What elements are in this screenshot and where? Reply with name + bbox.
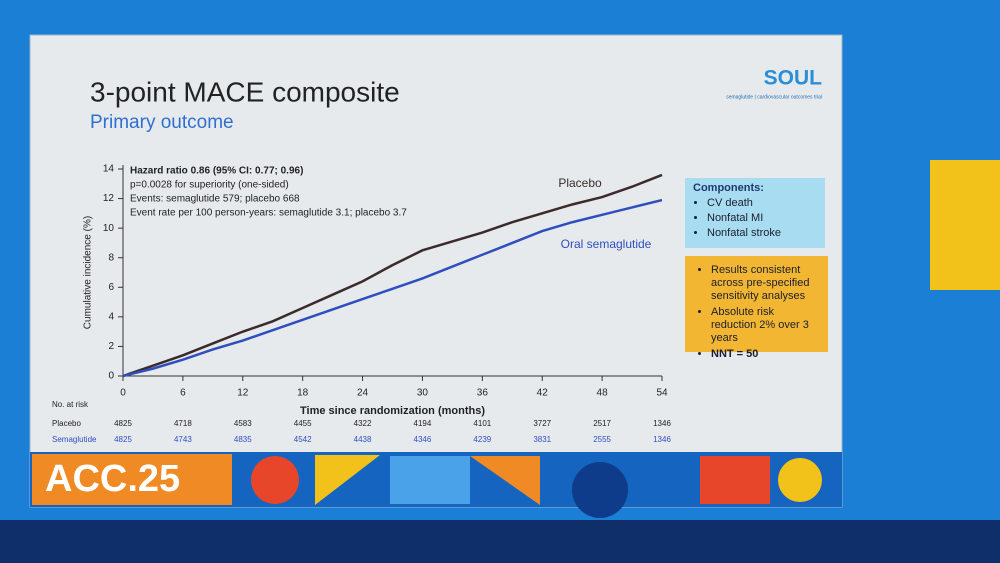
- banner-text: ACC.25: [45, 458, 180, 500]
- at-risk-value: 3727: [533, 419, 551, 428]
- decor: [700, 456, 770, 504]
- x-tick-label: 48: [597, 388, 609, 399]
- component-item: CV death: [707, 197, 817, 209]
- x-tick-label: 24: [357, 388, 369, 399]
- at-risk-value: 4825: [114, 419, 132, 428]
- y-tick-label: 14: [103, 164, 115, 175]
- at-risk-value: 4825: [114, 435, 132, 444]
- at-risk-row-label: Semaglutide: [52, 435, 97, 444]
- at-risk-value: 4194: [414, 419, 432, 428]
- y-tick-label: 8: [108, 252, 114, 263]
- at-risk-title: No. at risk: [52, 400, 89, 409]
- x-axis-title: Time since randomization (months): [300, 405, 485, 417]
- component-item: Nonfatal MI: [707, 212, 817, 224]
- decor: [572, 462, 628, 518]
- y-tick-label: 2: [108, 341, 114, 352]
- slide-subtitle: Primary outcome: [90, 112, 234, 133]
- decor: [778, 458, 822, 502]
- x-tick-label: 54: [656, 388, 668, 399]
- at-risk-value: 4438: [354, 435, 372, 444]
- annotation: Events: semaglutide 579; placebo 668: [130, 194, 300, 205]
- y-tick-label: 12: [103, 193, 115, 204]
- decor: [315, 455, 380, 505]
- at-risk-value: 4346: [414, 435, 432, 444]
- components-list: CV death Nonfatal MI Nonfatal stroke: [693, 197, 817, 239]
- finding-item: Results consistent across pre-specified …: [711, 264, 822, 303]
- at-risk-value: 3831: [533, 435, 551, 444]
- at-risk-value: 4583: [234, 419, 252, 428]
- findings-list: Results consistent across pre-specified …: [693, 264, 822, 361]
- series-label: Oral semaglutide: [561, 237, 652, 251]
- decor: [470, 456, 540, 505]
- at-risk-value: 4835: [234, 435, 252, 444]
- x-tick-label: 36: [477, 388, 489, 399]
- x-tick-label: 0: [120, 388, 126, 399]
- decor: [390, 456, 470, 504]
- x-tick-label: 6: [180, 388, 186, 399]
- at-risk-row-label: Placebo: [52, 419, 81, 428]
- slide-title: 3-point MACE composite: [90, 76, 400, 107]
- annotation: Hazard ratio 0.86 (95% CI: 0.77; 0.96): [130, 166, 303, 177]
- banner-tile: [32, 454, 232, 505]
- at-risk-value: 4322: [354, 419, 372, 428]
- at-risk-value: 2555: [593, 435, 611, 444]
- x-tick-label: 12: [237, 388, 249, 399]
- finding-item: Absolute risk reduction 2% over 3 years: [711, 306, 822, 345]
- annotation: p=0.0028 for superiority (one-sided): [130, 180, 289, 191]
- at-risk-value: 4455: [294, 419, 312, 428]
- x-tick-label: 30: [417, 388, 429, 399]
- components-title: Components:: [693, 182, 764, 194]
- at-risk-value: 1346: [653, 435, 671, 444]
- findings-box: Results consistent across pre-specified …: [685, 256, 828, 360]
- finding-item: NNT = 50: [711, 348, 822, 361]
- components-box: Components: CV death Nonfatal MI Nonfatal …: [685, 178, 825, 248]
- at-risk-value: 4542: [294, 435, 312, 444]
- at-risk-value: 2517: [593, 419, 611, 428]
- at-risk-value: 4743: [174, 435, 192, 444]
- x-tick-label: 42: [537, 388, 549, 399]
- decor: [930, 160, 1000, 290]
- y-axis-title: Cumulative incidence (%): [83, 216, 94, 329]
- y-tick-label: 10: [103, 223, 115, 234]
- y-tick-label: 4: [108, 311, 114, 322]
- x-tick-label: 18: [297, 388, 309, 399]
- y-tick-label: 6: [108, 282, 114, 293]
- annotation: Event rate per 100 person-years: semaglu…: [130, 208, 407, 219]
- at-risk-value: 4239: [473, 435, 491, 444]
- component-item: Nonfatal stroke: [707, 227, 817, 239]
- series-label: Placebo: [558, 176, 602, 190]
- series-line: [122, 198, 663, 378]
- at-risk-value: 1346: [653, 419, 671, 428]
- series-line: [122, 173, 663, 378]
- logo-tagline: semaglutide | cardiovascular outcomes tr…: [726, 94, 822, 100]
- logo: SOUL: [764, 67, 823, 90]
- y-tick-label: 0: [108, 371, 114, 382]
- at-risk-value: 4101: [473, 419, 491, 428]
- decor: [251, 456, 299, 504]
- stage-floor: [0, 520, 1000, 563]
- at-risk-value: 4718: [174, 419, 192, 428]
